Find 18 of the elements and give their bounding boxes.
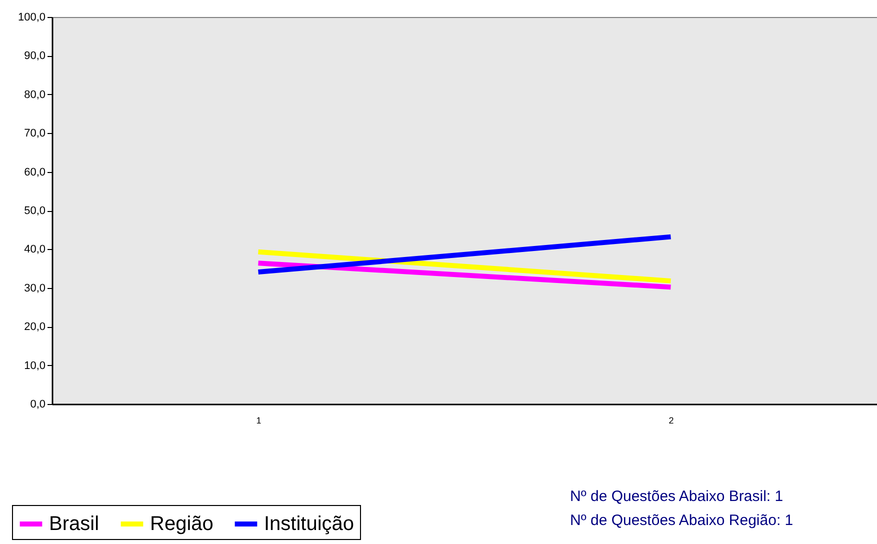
- legend-label: Instituição: [264, 513, 354, 535]
- y-tick-label: 100,0: [18, 12, 46, 24]
- y-tick-label: 60,0: [24, 166, 46, 178]
- y-tick-label: 30,0: [24, 282, 46, 294]
- y-tick-label: 70,0: [24, 128, 46, 140]
- y-tick-label: 10,0: [24, 360, 46, 372]
- y-tick-label: 40,0: [24, 244, 46, 256]
- y-tick-label: 90,0: [24, 50, 46, 62]
- legend-label: Região: [150, 513, 214, 535]
- text: Nº de Questões Abaixo Brasil: 1: [570, 488, 784, 505]
- legend-label: Brasil: [49, 513, 100, 535]
- y-tick-label: 20,0: [24, 321, 46, 334]
- x-tick-label: 1: [256, 416, 262, 426]
- text: Nº de Questões Abaixo Região: 1: [570, 512, 794, 529]
- y-tick-label: 0,0: [30, 398, 46, 410]
- y-tick-label: 50,0: [24, 205, 46, 217]
- x-tick-label: 2: [668, 416, 674, 426]
- y-tick-label: 80,0: [24, 88, 46, 101]
